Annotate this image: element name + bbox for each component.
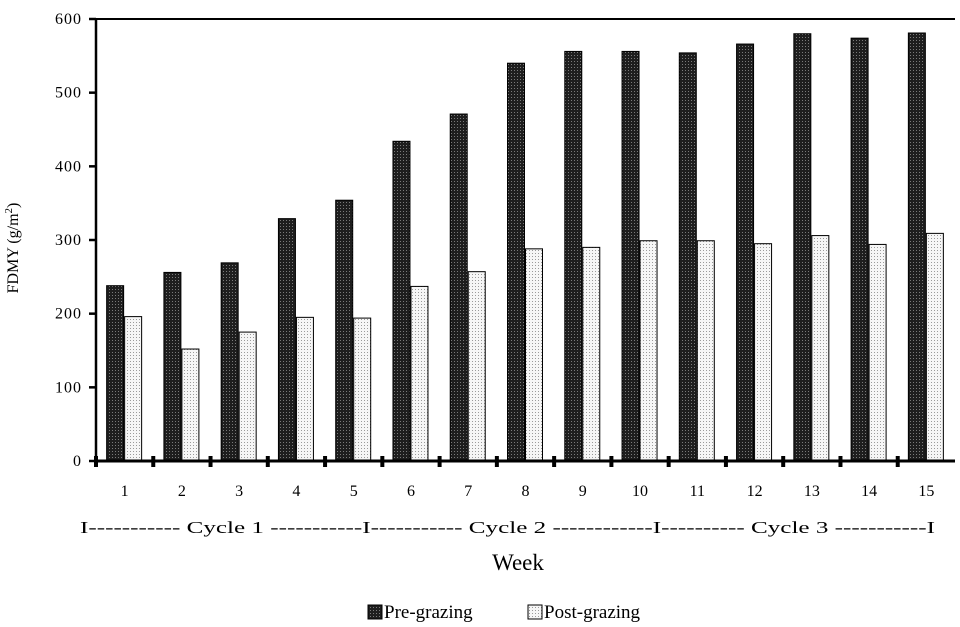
- y-tick-label: 500: [55, 85, 82, 102]
- x-tick-label: 14: [861, 483, 877, 500]
- bar-pre-grazing: [220, 262, 239, 462]
- bar-post-grazing: [925, 232, 944, 462]
- bar-pre-grazing: [106, 285, 125, 462]
- bar-post-grazing: [639, 240, 658, 462]
- legend-swatch-pre-grazing: [367, 604, 383, 620]
- bar-post-grazing: [467, 271, 486, 462]
- x-tick-label: 1: [121, 483, 129, 500]
- x-tick-label: 4: [292, 483, 300, 500]
- bar-pre-grazing: [564, 50, 583, 462]
- bar-pre-grazing: [163, 271, 182, 462]
- bar-post-grazing: [525, 248, 543, 462]
- bar-pre-grazing: [621, 50, 640, 462]
- y-tick-label: 600: [55, 11, 82, 28]
- x-tick-label: 13: [804, 483, 820, 500]
- bar-post-grazing: [582, 246, 601, 462]
- x-tick-label: 12: [747, 483, 763, 500]
- x-tick-label: 9: [579, 483, 587, 500]
- y-tick-label: 300: [55, 232, 82, 249]
- bar-pre-grazing: [678, 52, 697, 462]
- bar-pre-grazing: [850, 37, 869, 462]
- cycle-labels: I----------- Cycle 1 -----------I-------…: [80, 518, 935, 537]
- x-tick-label: 15: [918, 483, 934, 500]
- bar-post-grazing: [181, 348, 200, 462]
- bar-post-grazing: [410, 285, 429, 462]
- bar-pre-grazing: [392, 140, 411, 462]
- bar-post-grazing: [353, 317, 372, 462]
- y-axis: 0 100 200 300 400 500 600: [55, 11, 96, 470]
- x-axis: 1 2 3 4 5 6 7 8 9 10 11 12 13 14 15: [94, 456, 955, 500]
- bar-pre-grazing: [793, 33, 812, 462]
- bar-post-grazing: [238, 331, 257, 462]
- x-tick-label: 6: [407, 483, 415, 500]
- bar-pre-grazing: [736, 43, 755, 462]
- x-tick-label: 5: [350, 483, 358, 500]
- bar-pre-grazing: [507, 62, 525, 462]
- x-tick-label: 3: [235, 483, 243, 500]
- x-axis-title: Week: [492, 550, 544, 575]
- y-tick-label: 400: [55, 158, 82, 175]
- bars: [106, 32, 944, 462]
- bar-post-grazing: [811, 235, 830, 462]
- x-tick-label: 10: [632, 483, 648, 500]
- bar-pre-grazing: [277, 218, 296, 462]
- bar-pre-grazing: [449, 113, 468, 462]
- bar-post-grazing: [754, 243, 773, 462]
- y-tick-label: 0: [73, 453, 82, 470]
- x-tick-label: 11: [690, 483, 705, 500]
- x-tick-label: 8: [522, 483, 530, 500]
- legend-label-post-grazing: Post-grazing: [544, 602, 641, 623]
- bar-post-grazing: [696, 240, 715, 462]
- x-tick-label: 2: [178, 483, 186, 500]
- bar-pre-grazing: [335, 199, 354, 462]
- bar-pre-grazing: [907, 32, 926, 462]
- legend-label-pre-grazing: Pre-grazing: [384, 602, 473, 623]
- legend-swatch-post-grazing: [527, 604, 543, 620]
- x-tick-label: 7: [464, 483, 472, 500]
- bar-post-grazing: [868, 243, 887, 462]
- y-tick-label: 100: [55, 379, 82, 396]
- bar-post-grazing: [295, 316, 314, 462]
- legend: Pre-grazing Post-grazing: [367, 602, 641, 623]
- bar-post-grazing: [124, 316, 143, 462]
- y-axis-label: FDMY (g/m2): [3, 203, 22, 294]
- y-tick-label: 200: [55, 306, 82, 323]
